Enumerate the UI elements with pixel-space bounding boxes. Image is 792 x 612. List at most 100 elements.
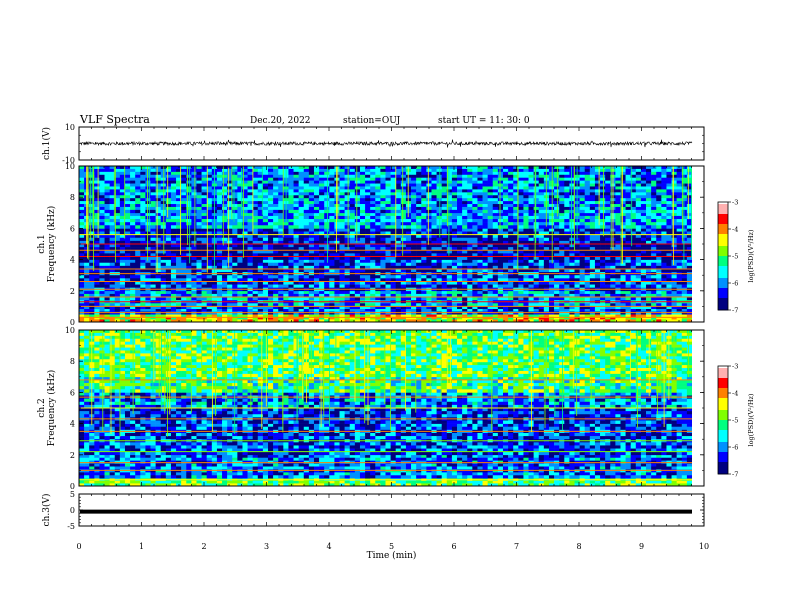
psd-cell <box>600 293 606 298</box>
psd-cell <box>247 293 253 298</box>
psd-cell <box>365 268 371 273</box>
psd-cell <box>339 309 345 312</box>
psd-cell <box>416 265 422 270</box>
psd-cell <box>119 293 126 298</box>
psd-cell <box>191 198 197 202</box>
psd-cell <box>354 281 361 285</box>
psd-cell <box>196 180 202 184</box>
psd-cell <box>446 290 453 295</box>
psd-cell <box>303 234 310 239</box>
psd-cell <box>365 290 371 295</box>
psd-cell <box>140 247 146 251</box>
psd-cell <box>564 262 570 267</box>
psd-cell <box>594 290 601 295</box>
psd-cell <box>160 284 167 288</box>
psd-cell <box>564 278 570 282</box>
psd-cell <box>492 297 499 301</box>
psd-cell <box>130 186 136 190</box>
psd-cell <box>150 180 156 184</box>
psd-cell <box>135 290 141 295</box>
psd-cell <box>390 225 397 229</box>
psd-cell <box>661 297 667 301</box>
psd-cell <box>625 297 631 301</box>
psd-cell <box>201 231 208 235</box>
psd-cell <box>319 215 325 220</box>
psd-cell <box>319 303 325 307</box>
psd-cell <box>559 265 565 270</box>
psd-cell <box>548 244 555 248</box>
psd-cell <box>196 231 202 235</box>
psd-cell <box>150 192 156 196</box>
psd-cell <box>436 231 442 235</box>
psd-cell <box>165 219 172 223</box>
psd-cell <box>227 319 233 323</box>
psd-cell <box>176 177 182 181</box>
psd-cell <box>431 231 437 235</box>
psd-cell <box>339 303 345 307</box>
psd-cell <box>492 240 499 245</box>
psd-cell <box>600 265 606 270</box>
psd-cell <box>181 278 187 282</box>
psd-cell <box>390 309 397 312</box>
psd-cell <box>155 204 162 208</box>
psd-cell <box>686 265 693 270</box>
psd-cell <box>411 303 417 307</box>
psd-cell <box>334 259 340 264</box>
psd-cell <box>569 316 575 320</box>
psd-cell <box>416 256 422 260</box>
psd-cell <box>114 209 121 214</box>
psd-cell <box>646 259 652 264</box>
psd-cell <box>186 284 192 288</box>
psd-cell <box>451 225 458 229</box>
psd-cell <box>431 268 437 273</box>
psd-cell <box>380 281 386 285</box>
psd-cell <box>630 284 637 288</box>
psd-cell <box>257 225 264 229</box>
psd-cell <box>436 268 442 273</box>
psd-cell <box>104 293 110 298</box>
psd-cell <box>232 244 238 248</box>
psd-cell <box>191 253 197 257</box>
psd-cell <box>303 244 310 248</box>
psd-cell <box>181 314 187 318</box>
psd-cell <box>584 290 591 295</box>
psd-cell <box>84 309 90 312</box>
psd-cell <box>303 278 310 282</box>
psd-cell <box>334 281 340 285</box>
psd-cell <box>308 256 315 260</box>
psd-cell <box>140 319 146 323</box>
psd-cell <box>99 174 105 179</box>
psd-cell <box>625 219 631 223</box>
psd-cell <box>630 275 637 279</box>
psd-cell <box>426 256 432 260</box>
psd-cell <box>441 284 448 288</box>
psd-cell <box>109 281 116 285</box>
psd-cell <box>564 231 570 235</box>
psd-cell <box>523 237 529 242</box>
psd-cell <box>293 212 299 217</box>
psd-cell <box>344 228 351 232</box>
psd-cell <box>329 234 335 239</box>
psd-cell <box>671 309 677 312</box>
psd-cell <box>242 228 248 232</box>
psd-cell <box>605 234 611 239</box>
psd-cell <box>651 293 657 298</box>
psd-cell <box>155 209 162 214</box>
psd-cell <box>206 240 213 245</box>
psd-cell <box>467 222 473 226</box>
psd-cell <box>211 319 218 323</box>
psd-cell <box>416 297 422 301</box>
psd-cell <box>124 201 131 205</box>
psd-cell <box>308 303 315 307</box>
psd-cell <box>385 306 391 310</box>
psd-cell <box>150 314 156 318</box>
psd-cell <box>237 168 243 173</box>
psd-cell <box>380 219 386 223</box>
psd-cell <box>334 262 340 267</box>
psd-cell <box>497 303 504 307</box>
psd-cell <box>247 222 253 226</box>
psd-cell <box>109 303 116 307</box>
psd-cell <box>431 319 437 323</box>
psd-cell <box>625 225 631 229</box>
psd-cell <box>497 309 504 312</box>
